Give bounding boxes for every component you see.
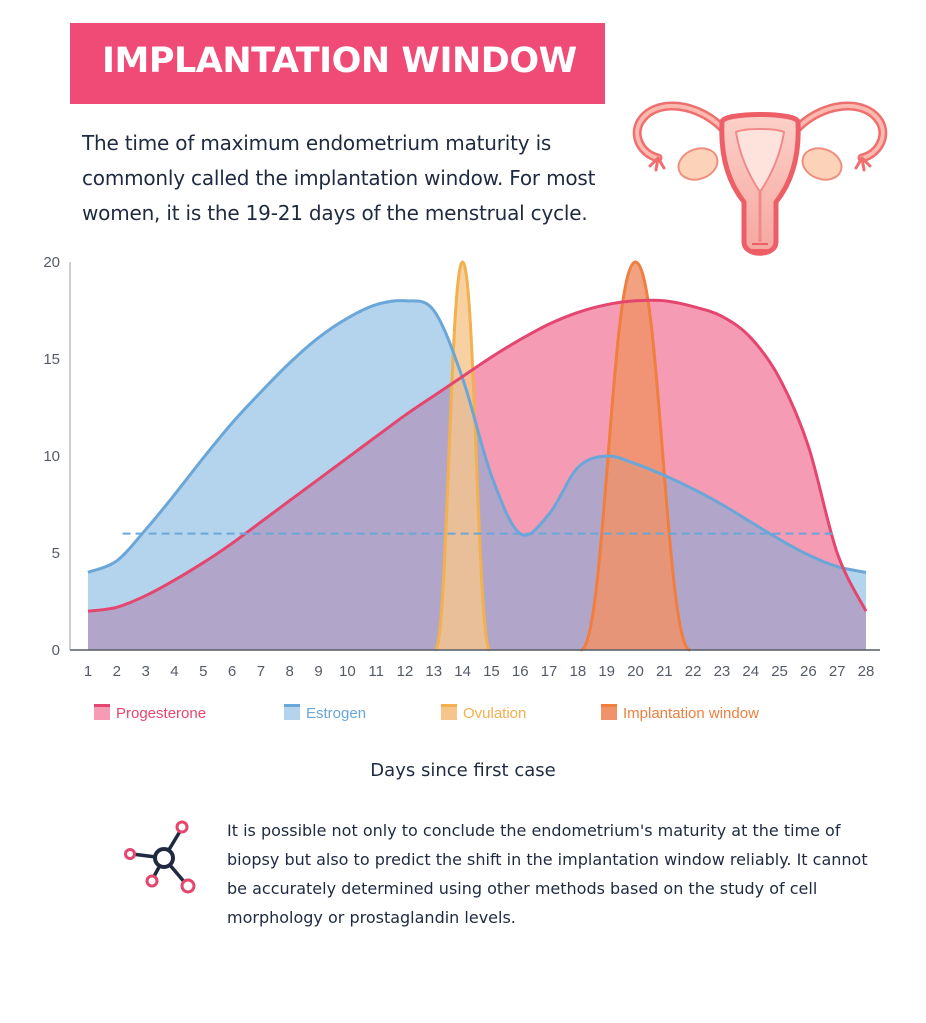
implantation-window-peak [579, 260, 692, 652]
legend-label: Ovulation [463, 705, 526, 722]
legend-swatch [441, 704, 457, 720]
y-tick-label: 20 [43, 254, 60, 271]
x-tick-label: 2 [113, 663, 121, 680]
x-tick-label: 7 [257, 663, 265, 680]
x-tick-label: 3 [141, 663, 149, 680]
legend-label: Progesterone [116, 705, 206, 722]
x-tick-label: 20 [627, 663, 644, 680]
x-tick-label: 12 [397, 663, 414, 680]
x-tick-label: 14 [454, 663, 471, 680]
x-tick-label: 25 [771, 663, 788, 680]
y-tick-label: 5 [52, 545, 60, 562]
legend-swatch-edge [94, 704, 110, 707]
legend-swatch [284, 704, 300, 720]
x-tick-label: 28 [858, 663, 875, 680]
x-tick-label: 24 [742, 663, 759, 680]
x-tick-label: 22 [685, 663, 702, 680]
estrogen-line [87, 299, 867, 574]
x-tick-label: 10 [339, 663, 356, 680]
intro-text: The time of maximum endometrium maturity… [82, 131, 596, 225]
x-tick-label: 9 [314, 663, 322, 680]
page-title: IMPLANTATION WINDOW [102, 41, 577, 81]
x-tick-label: 17 [541, 663, 558, 680]
legend-swatch-edge [284, 704, 300, 707]
x-tick-label: 16 [512, 663, 529, 680]
y-tick-label: 10 [43, 448, 60, 465]
y-tick-label: 15 [43, 351, 60, 368]
x-axis-title: Days since first case [370, 760, 556, 781]
x-tick-label: 21 [656, 663, 673, 680]
x-tick-label: 4 [170, 663, 178, 680]
x-tick-label: 26 [800, 663, 817, 680]
legend-label: Implantation window [623, 705, 759, 722]
progesterone-line [87, 298, 868, 613]
x-tick-label: 5 [199, 663, 207, 680]
x-tick-label: 1 [84, 663, 92, 680]
x-tick-label: 13 [425, 663, 442, 680]
legend-label: Estrogen [306, 705, 366, 722]
x-tick-label: 11 [368, 663, 384, 680]
x-tick-label: 15 [483, 663, 500, 680]
title-banner: IMPLANTATION WINDOW [70, 23, 605, 104]
x-tick-label: 23 [714, 663, 731, 680]
legend-swatch-edge [601, 704, 617, 707]
x-tick-label: 8 [286, 663, 294, 680]
uterus-icon [632, 101, 888, 256]
legend-swatch [94, 704, 110, 720]
legend-swatch [601, 704, 617, 720]
ovulation-peak [433, 260, 492, 652]
molecule-icon [124, 820, 196, 894]
x-tick-label: 6 [228, 663, 236, 680]
legend-swatch-edge [441, 704, 457, 707]
y-tick-label: 0 [52, 642, 60, 659]
x-tick-label: 19 [598, 663, 615, 680]
x-tick-label: 18 [570, 663, 587, 680]
note-text: It is possible not only to conclude the … [227, 821, 868, 927]
x-tick-label: 27 [829, 663, 846, 680]
